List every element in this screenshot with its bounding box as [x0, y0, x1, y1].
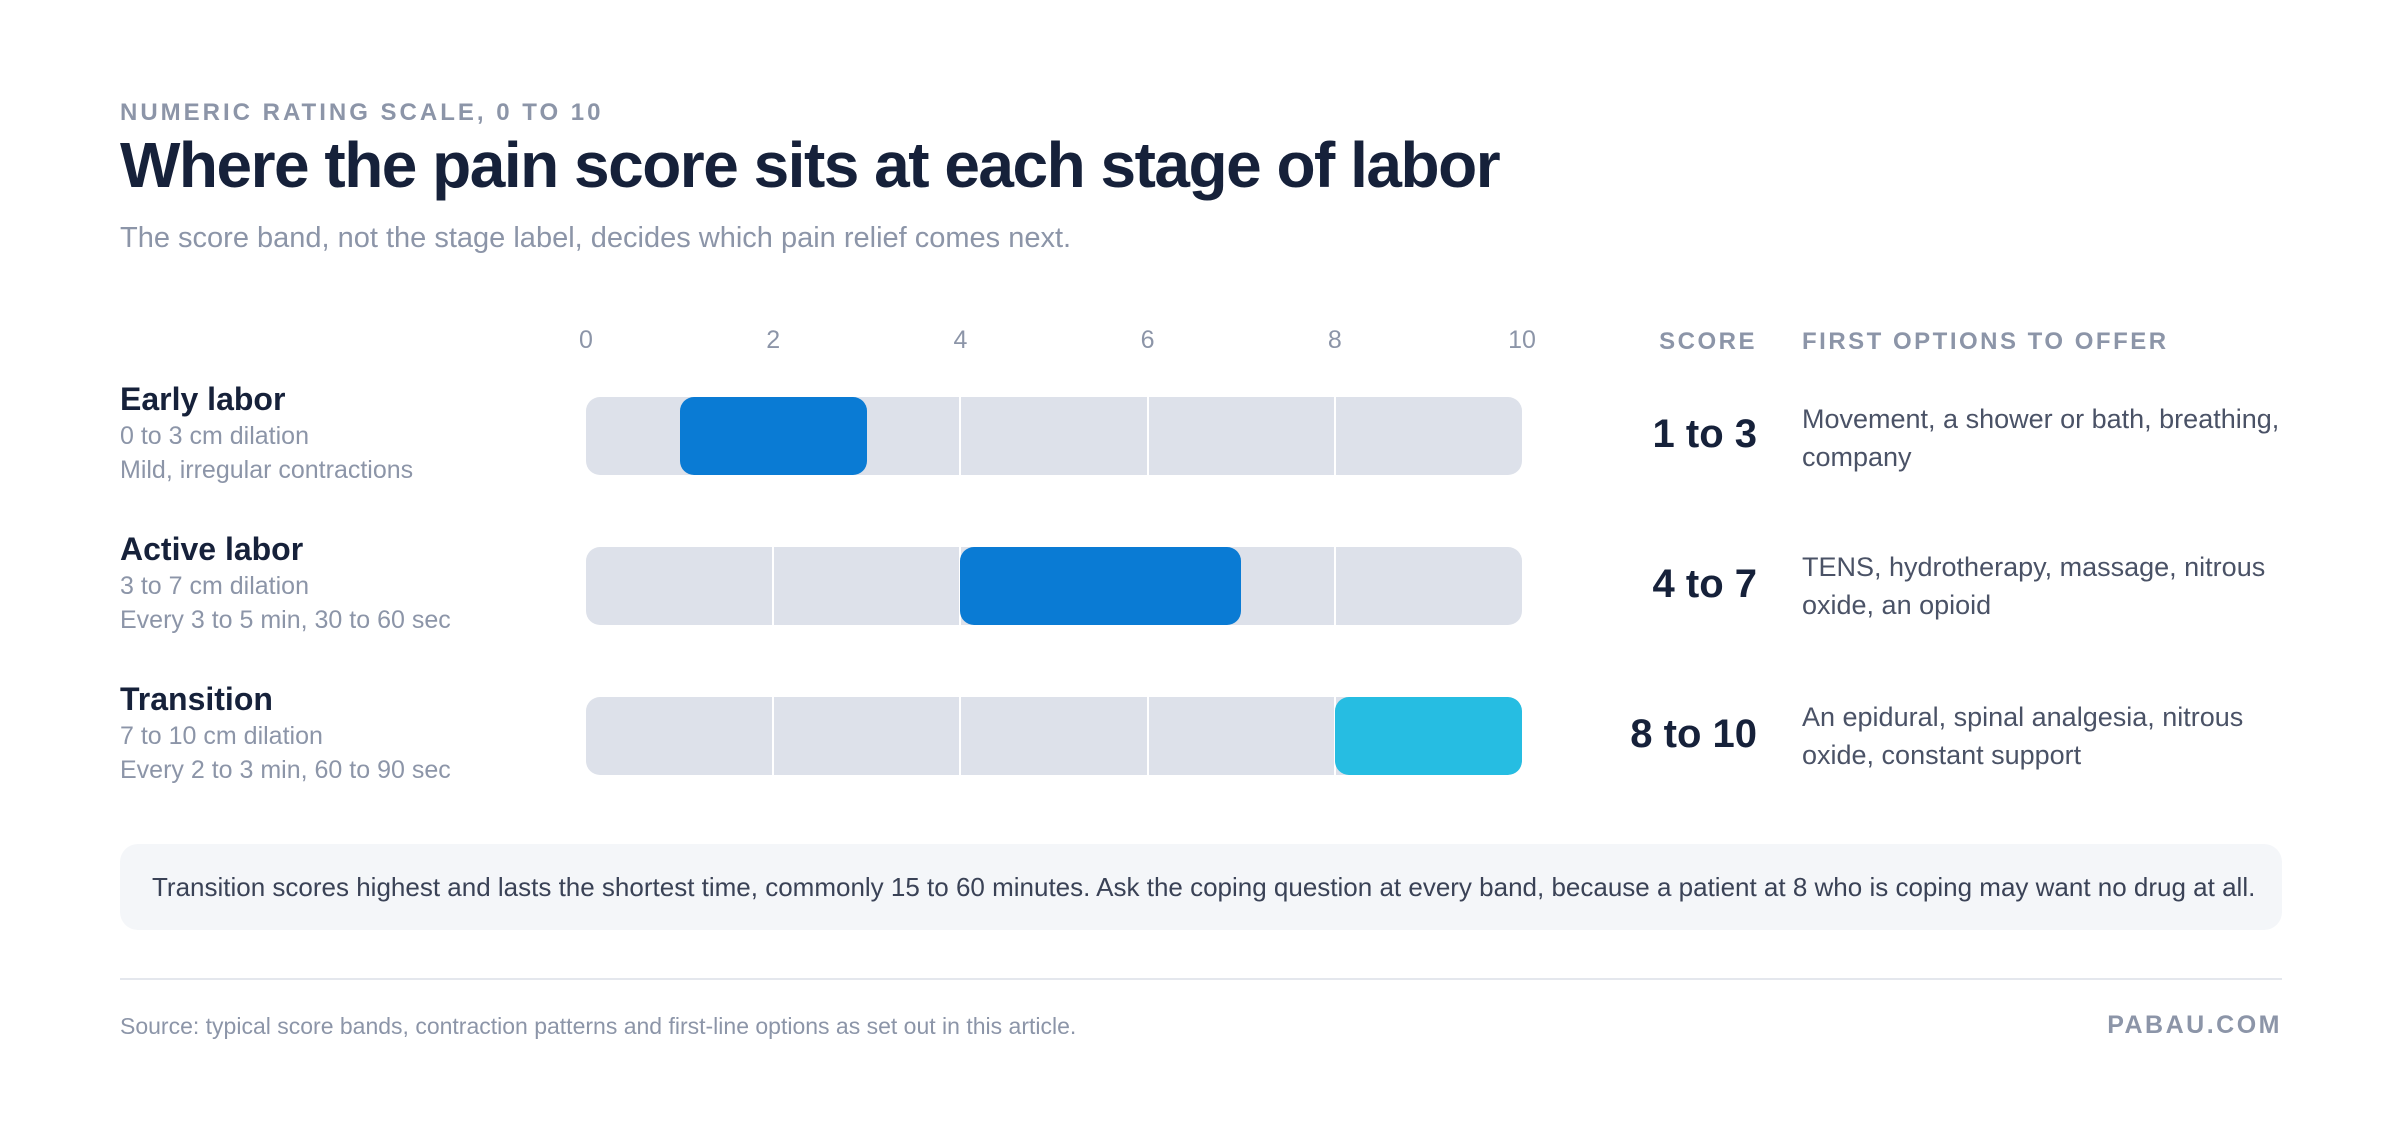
x-tick-label: 4 — [953, 326, 968, 354]
stage-label-active: Active labor 3 to 7 cm dilation Every 3 … — [120, 529, 451, 637]
score-range-bar — [960, 547, 1242, 625]
score-range-bar — [679, 397, 867, 475]
stage-name: Active labor — [120, 531, 304, 567]
score-range-bar — [1334, 697, 1522, 775]
stage-label-transition: Transition 7 to 10 cm dilation Every 2 t… — [120, 679, 451, 787]
x-tick-label: 2 — [766, 326, 781, 354]
chart-eyebrow: NUMERIC RATING SCALE, 0 TO 10 — [120, 99, 604, 126]
grid-line — [772, 697, 775, 775]
stage-dilation: 7 to 10 cm dilation — [120, 722, 323, 750]
grid-line — [1333, 397, 1336, 475]
stage-contractions: Mild, irregular contractions — [120, 456, 414, 484]
grid-line — [959, 697, 962, 775]
stage-dilation: 3 to 7 cm dilation — [120, 572, 309, 600]
score-track-early — [586, 397, 1522, 475]
options-text-active: TENS, hydrotherapy, massage, nitrous oxi… — [1802, 552, 2266, 620]
footer-divider — [120, 978, 2282, 980]
source-text: Source: typical score bands, contraction… — [120, 1013, 1077, 1039]
stage-name: Transition — [120, 681, 273, 717]
score-value-transition: 8 to 10 — [1630, 712, 1757, 756]
options-text-transition: An epidural, spinal analgesia, nitrous o… — [1802, 702, 2244, 770]
stage-name: Early labor — [120, 381, 286, 417]
grid-line — [1146, 697, 1149, 775]
chart-title: Where the pain score sits at each stage … — [120, 129, 1501, 201]
stage-label-early: Early labor 0 to 3 cm dilation Mild, irr… — [120, 379, 413, 487]
x-tick-label: 0 — [579, 326, 593, 354]
grid-line — [959, 397, 962, 475]
options-column-heading: FIRST OPTIONS TO OFFER — [1802, 328, 2169, 355]
score-value-early: 1 to 3 — [1652, 412, 1757, 456]
score-track-transition — [586, 697, 1522, 775]
grid-line — [772, 547, 775, 625]
options-text-early: Movement, a shower or bath, breathing, c… — [1802, 404, 2280, 472]
note-text: Transition scores highest and lasts the … — [152, 871, 2256, 902]
x-tick-label: 6 — [1140, 326, 1155, 354]
grid-line — [1146, 397, 1149, 475]
score-value-active: 4 to 7 — [1652, 562, 1757, 606]
chart-subtitle: The score band, not the stage label, dec… — [120, 222, 1072, 254]
stage-contractions: Every 2 to 3 min, 60 to 90 sec — [120, 756, 451, 784]
grid-line — [1333, 547, 1336, 625]
brand-logo-text: PABAU.COM — [2107, 1011, 2282, 1039]
x-tick-label: 10 — [1508, 326, 1536, 354]
stage-dilation: 0 to 3 cm dilation — [120, 422, 309, 450]
score-column-heading: SCORE — [1659, 328, 1757, 355]
stage-contractions: Every 3 to 5 min, 30 to 60 sec — [120, 606, 451, 634]
note-callout: Transition scores highest and lasts the … — [120, 844, 2282, 930]
x-tick-label: 8 — [1327, 326, 1342, 354]
score-track-active — [586, 547, 1522, 625]
